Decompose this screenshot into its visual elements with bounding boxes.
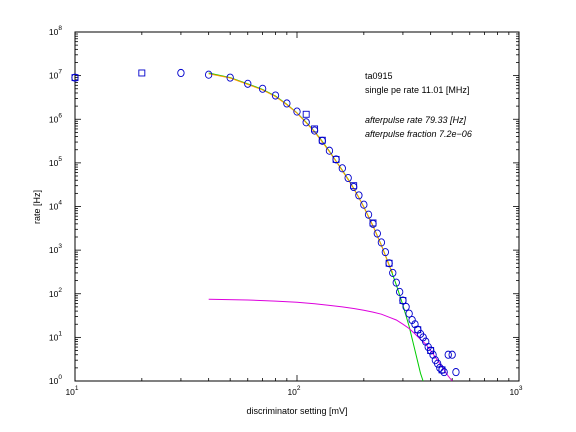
y-tick-label: 100 (49, 374, 62, 386)
data-point-circle (177, 68, 185, 78)
data-point-square (318, 136, 326, 144)
y-tick-label: 101 (49, 330, 62, 342)
data-point-circle (283, 99, 291, 108)
data-point-square (71, 74, 79, 82)
data-point-square (427, 347, 435, 354)
y-tick-label: 107 (49, 69, 62, 81)
data-point-circle (419, 333, 427, 342)
data-point-circle (377, 238, 386, 247)
data-point-circle (389, 268, 397, 277)
data-point-circle (440, 368, 448, 377)
data-point-circle (338, 164, 346, 173)
data-point-square (369, 219, 377, 227)
annotation-line: single pe rate 11.01 [MHz] (365, 85, 469, 95)
data-point-circle (436, 363, 444, 372)
data-point-square (414, 326, 422, 334)
x-tick-label: 103 (509, 385, 522, 397)
data-point-circle (433, 359, 442, 368)
data-point-square (385, 259, 393, 267)
annotations: ta0915 single pe rate 11.01 [MHz] afterpul… (365, 71, 472, 139)
axis-ticks (74, 32, 520, 382)
data-point-circle (302, 118, 310, 127)
annotation-line: afterpulse fraction 7.2e−06 (365, 129, 472, 139)
data-markers (71, 68, 460, 377)
y-tick-label: 104 (49, 200, 62, 212)
fit-line-1 (208, 73, 394, 274)
data-point-circle (429, 350, 437, 359)
annotation-line: afterpulse rate 79.33 [Hz] (365, 115, 467, 125)
y-tick-label: 102 (49, 287, 62, 299)
data-point-circle (452, 368, 460, 377)
data-point-square (138, 69, 146, 77)
data-point-circle (310, 126, 319, 135)
data-point-circle (373, 229, 381, 238)
data-point-circle (271, 91, 280, 100)
data-point-circle (448, 350, 456, 359)
data-point-square (350, 182, 358, 190)
data-point-square (438, 366, 446, 374)
data-point-square (332, 155, 340, 163)
data-point-square (302, 110, 310, 118)
data-point-circle (360, 200, 368, 209)
data-point-square (311, 125, 319, 133)
data-point-circle (396, 287, 404, 296)
x-axis-label: discriminator setting [mV] (246, 406, 347, 416)
data-point-circle (258, 84, 267, 93)
data-point-circle (392, 278, 400, 287)
data-point-circle (444, 350, 452, 359)
data-point-circle (244, 79, 252, 88)
data-point-circle (325, 146, 334, 155)
y-tick-label: 105 (49, 156, 62, 168)
data-point-circle (364, 210, 373, 219)
y-tick-label: 106 (49, 112, 62, 124)
data-point-circle (344, 173, 352, 183)
data-point-circle (293, 107, 301, 116)
y-tick-label: 108 (49, 25, 62, 37)
fit-line-2 (208, 298, 453, 382)
data-point-circle (226, 73, 234, 82)
data-point-circle (381, 248, 389, 257)
data-point-square (399, 297, 407, 304)
x-tick-label: 101 (65, 385, 78, 397)
x-tick-label: 102 (287, 385, 300, 397)
y-axis-label: rate [Hz] (32, 190, 42, 224)
annotation-line: ta0915 (365, 71, 393, 81)
data-point-circle (405, 309, 413, 318)
y-tick-label: 103 (49, 243, 62, 255)
data-point-circle (205, 70, 213, 79)
data-point-circle (355, 191, 363, 200)
